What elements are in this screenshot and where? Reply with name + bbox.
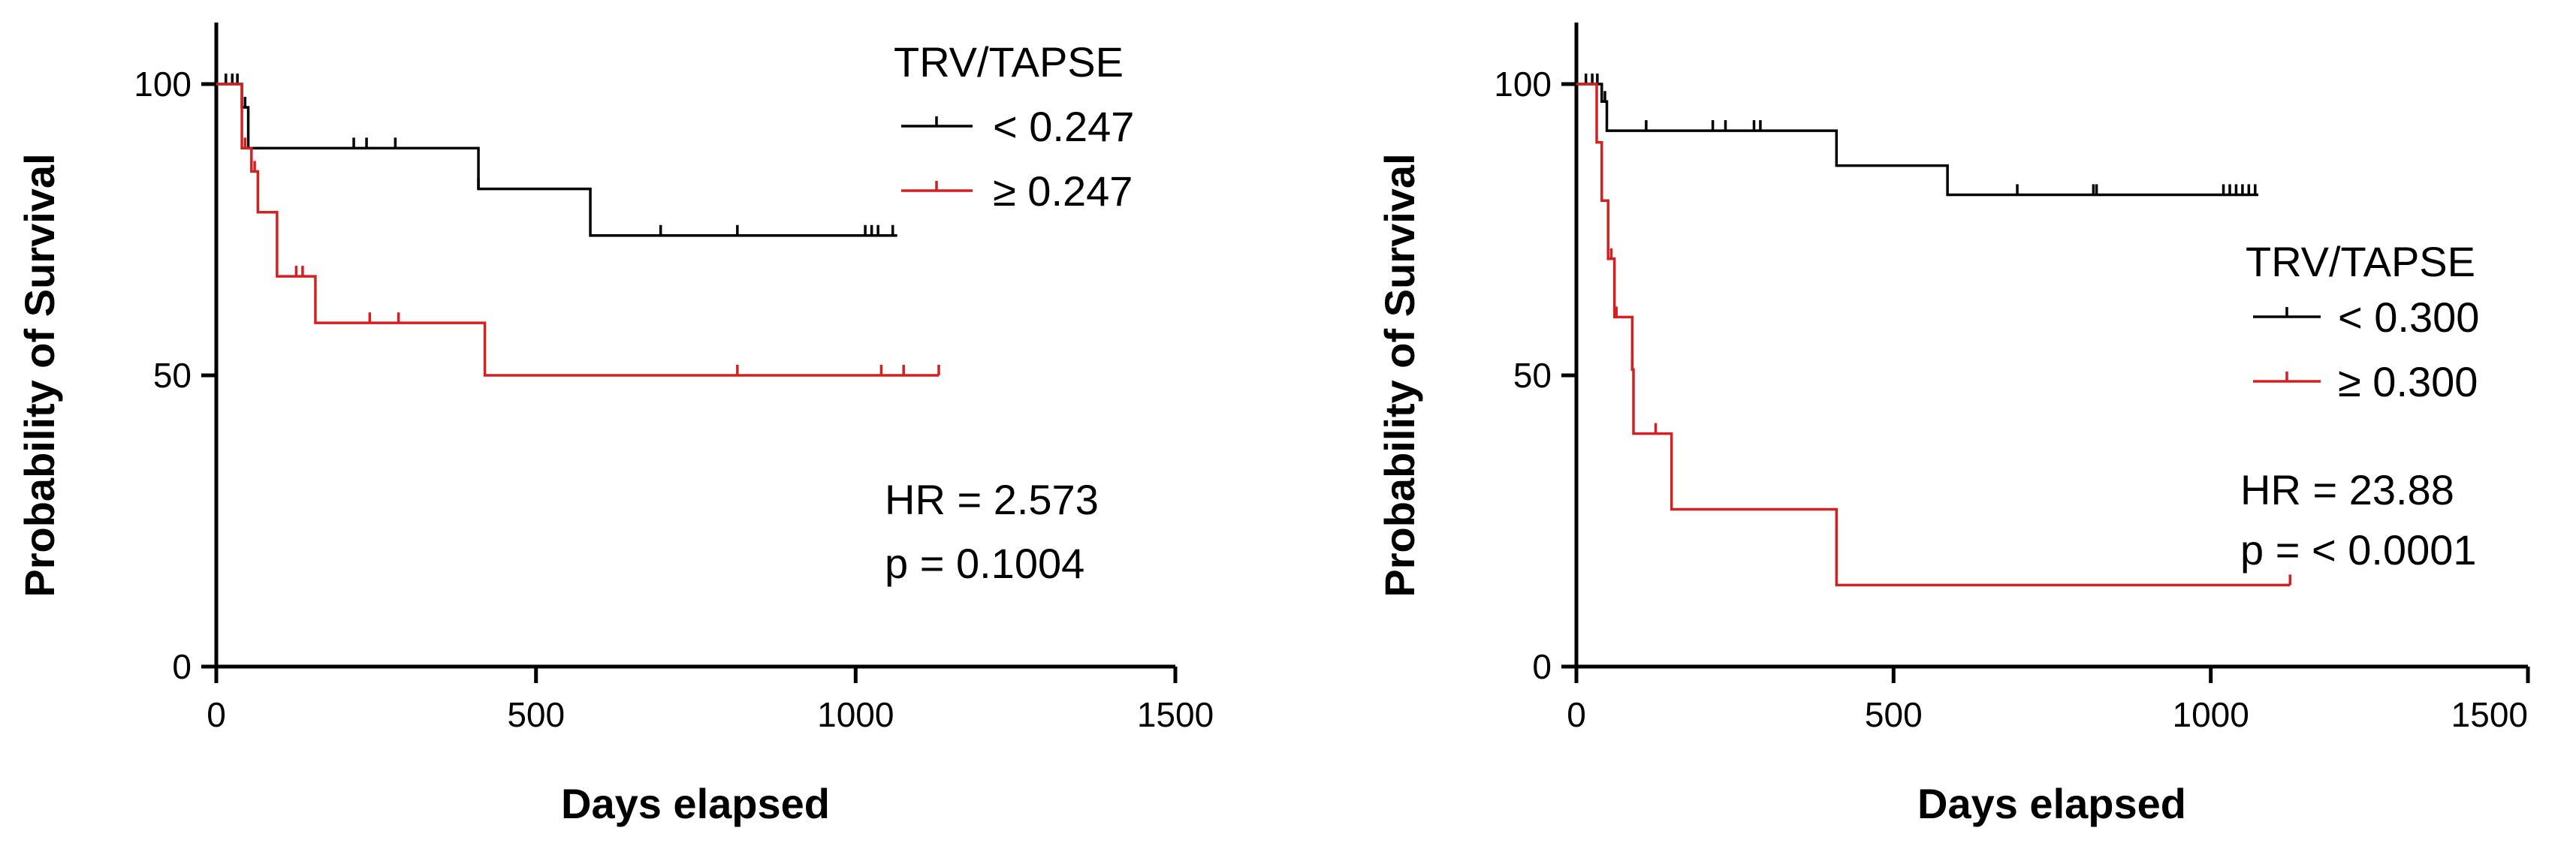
y-axis: 100 50 0 Probability of Survival — [1376, 23, 1579, 686]
x-axis: 0 500 1000 1500 Days elapsed — [1567, 664, 2530, 827]
x-axis-title: Days elapsed — [561, 780, 830, 827]
legend-label-0: < 0.247 — [993, 103, 1134, 150]
legend-label-1: ≥ 0.300 — [2338, 358, 2478, 405]
legend-title: TRV/TAPSE — [894, 38, 1124, 86]
chart-panel-right: 100 50 0 Probability of Survival 0 500 1… — [1288, 0, 2576, 849]
x-tick-label-500: 500 — [507, 695, 565, 734]
series-0 — [216, 74, 897, 237]
legend-title: TRV/TAPSE — [2246, 238, 2475, 285]
x-tick-label-1000: 1000 — [2173, 695, 2249, 734]
x-tick-label-0: 0 — [1567, 695, 1586, 734]
legend-item-0: < 0.300 — [2253, 294, 2479, 341]
survival-curve-0 — [216, 83, 897, 237]
series-1 — [1576, 83, 2291, 587]
x-axis: 0 500 1000 1500 Days elapsed — [207, 664, 1214, 827]
hazard-ratio-text: HR = 2.573 — [885, 476, 1099, 523]
x-axis-title: Days elapsed — [1917, 780, 2186, 827]
legend-item-1: ≥ 0.247 — [901, 167, 1133, 215]
km-chart-left: 100 50 0 Probability of Survival 0 500 1… — [16, 23, 1214, 827]
survival-curve-0 — [1576, 83, 2259, 197]
survival-curve-1 — [1576, 83, 2291, 587]
x-tick-label-1500: 1500 — [2451, 695, 2528, 734]
chart-panel-left: 100 50 0 Probability of Survival 0 500 1… — [16, 23, 1214, 827]
series-0 — [1576, 74, 2259, 197]
x-tick-label-1000: 1000 — [817, 695, 894, 734]
legend-item-0: < 0.247 — [901, 103, 1134, 150]
x-tick-label-500: 500 — [1865, 695, 1923, 734]
y-tick-label-50: 50 — [153, 356, 192, 395]
legend-label-0: < 0.300 — [2338, 294, 2479, 341]
x-tick-label-1500: 1500 — [1137, 695, 1214, 734]
legend: TRV/TAPSE < 0.247 ≥ 0.247 — [894, 38, 1134, 215]
p-value-text: p = < 0.0001 — [2240, 526, 2477, 574]
series-1 — [216, 83, 940, 377]
y-axis-title: Probability of Survival — [16, 153, 63, 597]
y-axis-title: Probability of Survival — [1376, 153, 1423, 597]
km-chart-right: 100 50 0 Probability of Survival 0 500 1… — [1376, 23, 2530, 827]
y-axis: 100 50 0 Probability of Survival — [16, 23, 219, 686]
p-value-text: p = 0.1004 — [885, 540, 1084, 587]
y-tick-label-0: 0 — [1532, 647, 1552, 686]
plot-area — [216, 74, 940, 377]
legend: TRV/TAPSE < 0.300 ≥ 0.300 — [2246, 238, 2479, 405]
y-tick-label-100: 100 — [1494, 65, 1552, 104]
stats-annotation: HR = 2.573 p = 0.1004 — [885, 476, 1099, 587]
legend-item-1: ≥ 0.300 — [2253, 358, 2478, 405]
x-tick-label-0: 0 — [207, 695, 226, 734]
hazard-ratio-text: HR = 23.88 — [2240, 466, 2454, 513]
stats-annotation: HR = 23.88 p = < 0.0001 — [2240, 466, 2477, 574]
legend-label-1: ≥ 0.247 — [993, 167, 1133, 215]
y-tick-label-0: 0 — [172, 647, 192, 686]
y-tick-label-50: 50 — [1513, 356, 1552, 395]
survival-curve-1 — [216, 83, 940, 377]
plot-area — [1576, 74, 2291, 587]
y-tick-label-100: 100 — [134, 65, 192, 104]
